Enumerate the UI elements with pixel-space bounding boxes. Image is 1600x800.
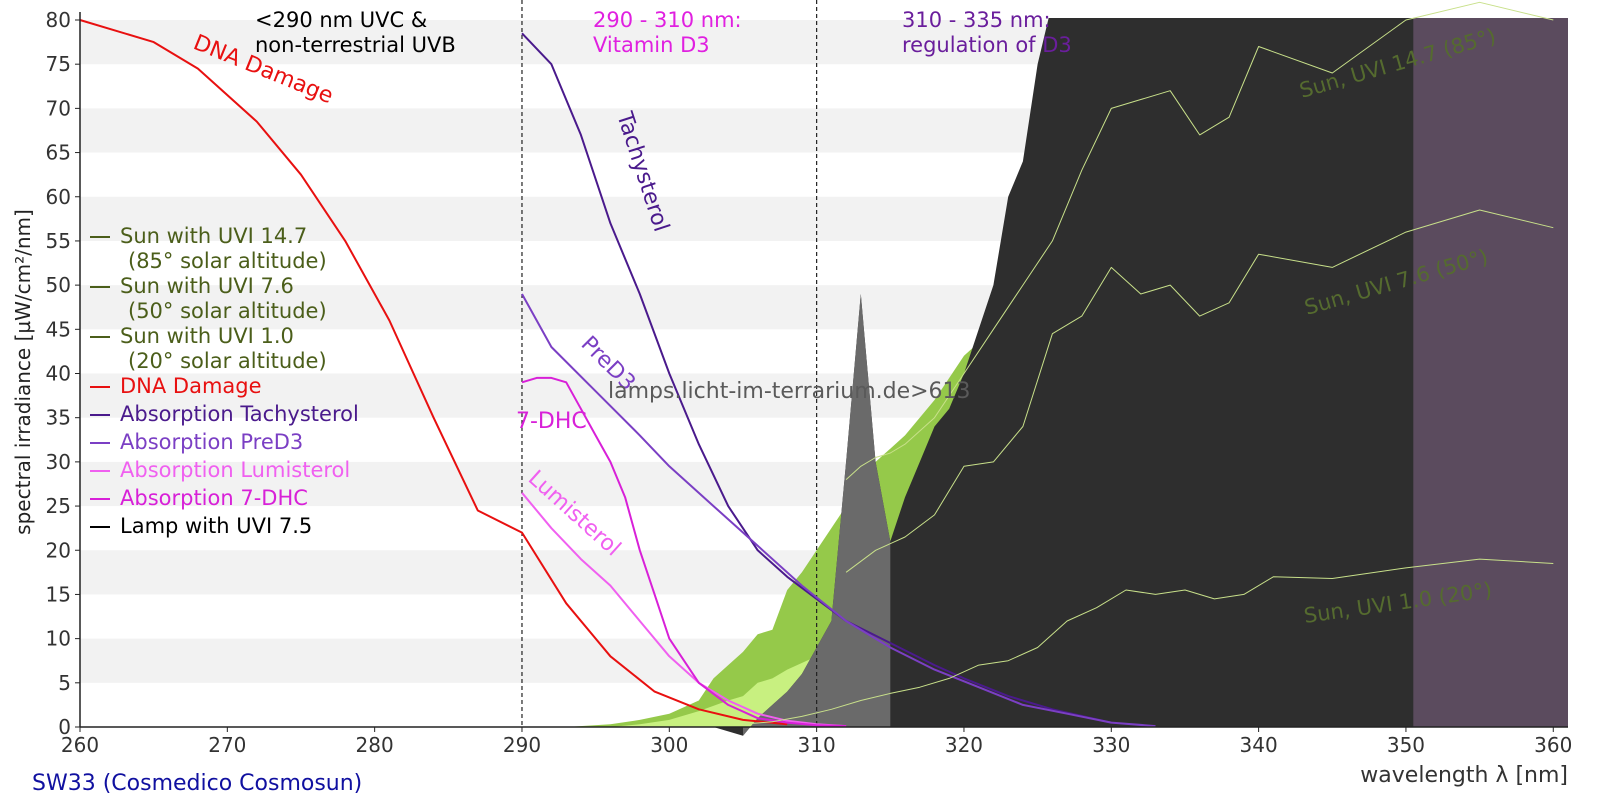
- y-axis-label: spectral irradiance [µW/cm²/nm]: [11, 209, 35, 535]
- region-label: 290 - 310 nm: Vitamin D3: [593, 8, 742, 57]
- legend-label: Lamp with UVI 7.5: [120, 514, 312, 538]
- legend-label: DNA Damage: [120, 374, 262, 398]
- legend-label: Absorption Tachysterol: [120, 402, 359, 426]
- y-tick-label: 65: [46, 141, 71, 165]
- y-tick-label: 50: [46, 273, 71, 297]
- y-tick-label: 35: [46, 406, 71, 430]
- legend-sublabel: (50° solar altitude): [128, 299, 327, 323]
- region-label: 310 - 335 nm: regulation of D3: [902, 8, 1072, 57]
- curves: [79, 1, 1554, 728]
- y-tick-label: 15: [46, 582, 71, 606]
- source-label: SW33 (Cosmedico Cosmosun): [32, 771, 362, 796]
- area-fills: [566, 18, 1568, 736]
- y-tick-label: 10: [46, 627, 71, 651]
- y-tick-label: 30: [46, 450, 71, 474]
- series-line-1: [521, 32, 1112, 724]
- legend: Sun with UVI 14.7(85° solar altitude)Sun…: [90, 224, 359, 538]
- series-line-6: [845, 209, 1554, 573]
- x-tick-label: 350: [1387, 733, 1425, 757]
- y-tick-label: 45: [46, 317, 71, 341]
- axes: [79, 12, 1568, 728]
- lamp-fill: [713, 18, 1561, 736]
- x-tick-label: 290: [503, 733, 541, 757]
- x-tick-label: 330: [1092, 733, 1130, 757]
- x-axis-label: wavelength λ [nm]: [1360, 763, 1568, 788]
- legend-label: Sun with UVI 7.6: [120, 274, 294, 298]
- x-tick-label: 260: [61, 733, 99, 757]
- series-line-2: [521, 293, 1156, 728]
- x-tick-label: 310: [798, 733, 836, 757]
- series-line-4: [521, 376, 847, 728]
- x-tick-labels: 260 270 280 290 300 310 320 330 340 350 360: [61, 727, 1572, 757]
- x-tick-label: 320: [945, 733, 983, 757]
- legend-label: Absorption 7-DHC: [120, 486, 308, 510]
- y-tick-label: 70: [46, 96, 71, 120]
- legend-sublabel: (20° solar altitude): [128, 349, 327, 373]
- y-tick-label: 55: [46, 229, 71, 253]
- curve-label: 7-DHC: [516, 409, 587, 434]
- y-tick-label: 0: [58, 715, 71, 739]
- legend-label: Sun with UVI 1.0: [120, 324, 294, 348]
- watermark: lamps.licht-im-terrarium.de>613: [608, 379, 971, 404]
- x-tick-label: 300: [650, 733, 688, 757]
- region-labels: <290 nm UVC & non-terrestrial UVB 290 - 31…: [255, 8, 1072, 57]
- legend-label: Absorption PreD3: [120, 430, 303, 454]
- y-tick-label: 25: [46, 494, 71, 518]
- y-tick-labels: 0 5 10 15 20 25 30 35 40 45 50 55 60 65 70 75 80: [46, 8, 80, 739]
- y-tick-label: 60: [46, 185, 71, 209]
- y-tick-label: 75: [46, 52, 71, 76]
- y-tick-label: 20: [46, 538, 71, 562]
- region-dividers: [521, 0, 818, 727]
- y-tick-label: 40: [46, 362, 71, 386]
- legend-label: Absorption Lumisterol: [120, 458, 350, 482]
- y-tick-label: 5: [58, 671, 71, 695]
- x-tick-label: 360: [1534, 733, 1572, 757]
- x-tick-label: 270: [208, 733, 246, 757]
- region-label: <290 nm UVC & non-terrestrial UVB: [255, 8, 456, 57]
- x-tick-label: 340: [1240, 733, 1278, 757]
- legend-label: Sun with UVI 14.7: [120, 224, 307, 248]
- series-line-0: [79, 19, 788, 726]
- x-tick-label: 280: [356, 733, 394, 757]
- series-line-5: [845, 1, 1554, 480]
- lamp-fill-uva: [1413, 18, 1568, 727]
- legend-sublabel: (85° solar altitude): [128, 249, 327, 273]
- series-line-3: [521, 492, 847, 728]
- series-line-7: [742, 558, 1554, 725]
- y-tick-label: 80: [46, 8, 71, 32]
